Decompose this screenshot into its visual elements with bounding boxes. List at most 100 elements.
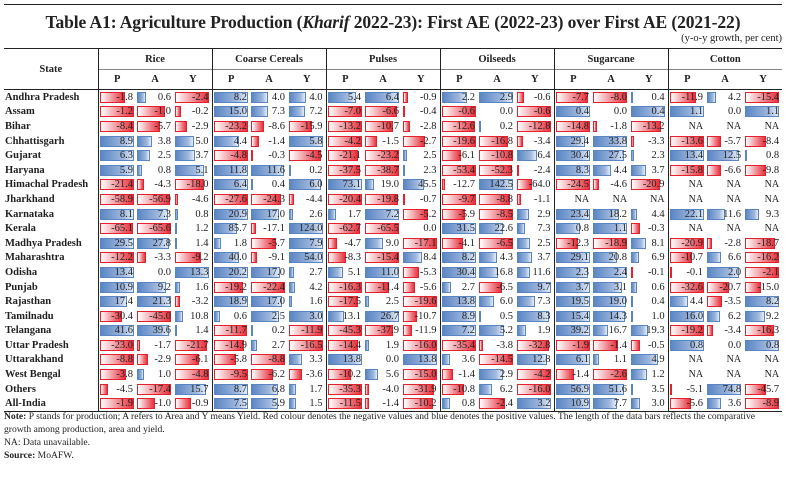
negative-data-bar [175,339,208,351]
data-bar-cell: 74.8 [707,383,743,396]
negative-data-bar [441,120,476,132]
negative-data-bar [745,252,780,264]
value-cell: -37.5 [325,162,365,178]
value-cell: 56.9 [553,381,593,397]
negative-data-bar [327,135,362,147]
positive-data-bar [555,135,586,147]
value-text: 29.5 [114,237,133,249]
negative-data-bar [327,281,362,293]
value-cell: -4.7 [325,235,365,251]
positive-data-bar [175,150,195,162]
data-bar-cell: 1.9 [365,339,401,352]
data-bar-cell: 0.0 [593,105,629,118]
negative-data-bar [213,369,248,381]
positive-data-bar [593,383,624,395]
data-bar-cell: -8.4 [99,120,136,133]
value-cell: -27.6 [211,192,251,207]
value-text: -4.5 [305,150,323,162]
value-cell: -1.2 [97,104,136,120]
positive-data-bar [631,106,666,118]
value-text: 30.4 [456,266,476,278]
negative-data-bar [441,237,463,249]
value-cell: -22.4 [250,280,288,295]
positive-data-bar [137,325,170,337]
value-cell: 85.7 [211,221,251,236]
negative-data-bar [99,193,134,205]
value-text: -10.8 [491,150,514,162]
table-row: Chhattisgarh 8.9 3.8 5.0 4.4 -1.4 5.8 -4.2 -1.5-… [4,133,782,149]
positive-data-bar [631,383,634,395]
value-text: 142.5 [489,179,514,191]
value-cell: 4.4 [592,163,630,178]
data-bar-cell: 5.9 [251,397,287,410]
title-prefix: Table A1: Agriculture Production ( [45,12,303,32]
value-cell: 4.4 [630,207,668,222]
value-text: 17.0 [266,296,286,308]
state-name: Madhya Pradesh [5,237,82,249]
data-bar-cell: -65.1 [99,222,136,235]
value-cell: -2.8 [402,119,440,134]
value-cell: -1.8 [592,119,630,134]
data-bar-cell: 6.4 [517,149,553,162]
value-cell: 7.9 [288,236,326,251]
data-bar-cell: -15.4 [745,91,781,104]
value-cell: -3.2 [174,294,212,309]
header-row-groups: State Rice Coarse Cereals Pulses Oilseeds Su… [4,48,783,90]
positive-data-bar [745,339,780,351]
value-text: 8.1 [651,237,665,249]
data-bar-cell: -16.8 [479,135,515,148]
value-cell: 1.0 [136,367,174,382]
value-text: NA [688,179,704,191]
data-bar-cell: 1.4 [175,237,211,250]
negative-data-bar [137,339,140,351]
positive-data-bar [441,325,476,337]
data-bar-cell: 8.2 [213,91,250,104]
value-text: 4.3 [499,252,514,264]
value-text: -8.4 [116,120,133,132]
negative-data-bar [631,135,635,147]
negative-data-bar [403,91,408,103]
data-bar-cell: NA [707,193,743,206]
data-bar-cell: 1.7 [289,383,325,396]
value-text: 0.4 [575,106,590,118]
data-bar-cell: -27.6 [213,193,250,206]
data-bar-cell: -32.8 [517,339,553,352]
value-cell: -58.9 [97,192,136,207]
value-text: 6.4 [537,150,551,162]
data-bar-cell: -3.6 [289,368,325,381]
group-header-coarse-cereals: Coarse Cereals [211,48,327,70]
value-text: -45.7 [757,383,780,395]
value-text: -37.9 [377,325,400,337]
data-bar-cell: 20.8 [593,251,629,264]
data-bar-cell: 4.2 [707,91,743,104]
value-text: 5.4 [347,91,362,103]
value-cell: 30.4 [553,148,593,163]
value-text: 5.9 [271,398,286,410]
positive-data-bar [289,106,306,118]
value-cell: -3.3 [136,251,174,266]
value-cell: -21.4 [97,177,136,193]
value-cell: 6.0 [288,178,326,193]
data-bar-cell: 7.2 [365,208,401,221]
value-cell: -19.6 [439,133,479,149]
value-cell: 2.3 [553,265,593,280]
value-text: 0.6 [651,281,665,293]
data-bar-cell: 4.9 [631,353,667,366]
value-cell: 9.0 [364,236,402,251]
negative-data-bar [99,354,134,366]
data-bar-cell: 22.6 [479,222,515,235]
data-bar-cell: 1.1 [593,222,629,235]
value-cell: -3.6 [288,367,326,382]
positive-data-bar [441,354,450,366]
data-bar-cell: -10.2 [327,368,364,381]
positive-data-bar [479,223,504,235]
value-text: -17.5 [339,296,362,308]
value-text: 1.8 [233,237,248,249]
value-cell: -0.7 [402,192,440,207]
value-text: NA [726,193,742,205]
data-bar-cell: -4.6 [175,193,211,206]
value-cell: 7.5 [211,396,251,413]
value-cell: -1.9 [553,338,593,353]
data-bar-cell: 13.4 [99,266,136,279]
positive-data-bar [289,266,294,278]
